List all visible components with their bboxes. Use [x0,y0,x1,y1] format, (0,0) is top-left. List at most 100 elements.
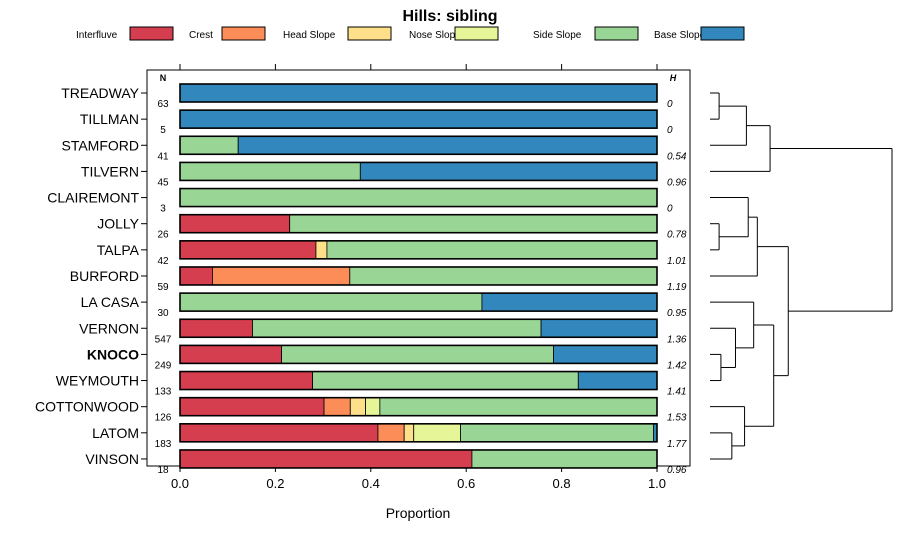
category-label-jolly: JOLLY [97,216,139,232]
n-value: 547 [155,334,172,345]
category-label-talpa: TALPA [97,242,140,258]
bar-outline [179,161,658,182]
bar-outline [179,449,658,469]
bar-segment-nose-slope [413,423,461,443]
legend-swatch-interfluve [129,26,174,41]
legend-label-crest: Crest [189,30,213,41]
bar-segment-side-slope [379,397,658,417]
n-value: 249 [155,360,172,371]
n-value: 41 [157,151,169,162]
legend-label-side-slope: Side Slope [533,30,582,41]
bar-segment-side-slope [252,318,542,338]
bar-segment-side-slope [289,214,658,234]
bar-segment-side-slope [460,423,655,443]
bar-segment-side-slope [349,266,658,286]
bar-segment-head-slope [403,423,415,443]
h-value: 1.36 [667,334,687,345]
n-value: 133 [155,387,172,398]
bar-outline [179,213,658,234]
n-value: 126 [155,413,172,424]
bar-segment-side-slope [179,162,361,181]
legend-swatch-side-slope [594,26,639,41]
legend-swatch-crest [221,26,266,41]
bar-segment-base-slope [179,109,658,129]
bar-segment-side-slope [179,188,658,207]
bar-segment-head-slope [349,397,366,417]
x-axis-label: Proportion [386,505,451,521]
x-tick-label: 0.0 [171,476,189,491]
category-label-tilvern: TILVERN [81,163,139,179]
bar-outline [179,423,658,443]
n-value: 30 [157,308,169,319]
bar-segment-interfluve [179,397,325,417]
bar-segment-base-slope [481,292,658,312]
category-label-latom: LATOM [92,425,139,441]
n-value: 3 [160,204,166,215]
bar-segment-base-slope [577,371,658,390]
bar-segment-interfluve [179,214,291,234]
bar-outline [179,109,658,129]
x-tick-label: 0.2 [266,476,284,491]
n-value: 63 [157,99,169,110]
bar-segment-interfluve [179,266,213,286]
bar-segment-interfluve [179,240,317,260]
legend-swatch-nose-slope [454,26,499,41]
category-label-clairemont: CLAIREMONT [47,190,139,206]
bar-segment-side-slope [312,371,579,390]
h-value: 0 [667,125,673,136]
bar-segment-head-slope [315,240,328,260]
h-value: 0.95 [667,308,687,319]
category-label-weymouth: WEYMOUTH [56,373,139,389]
bar-segment-crest [323,397,351,417]
n-value: 42 [157,256,169,267]
bar-segment-crest [377,423,405,443]
legend-swatch-head-slope [347,26,392,41]
chart-title: Hills: sibling [402,8,497,25]
category-label-treadway: TREADWAY [61,85,139,101]
bar-outline [179,396,658,417]
bar-segment-base-slope [179,83,658,103]
bar-outline [179,266,658,286]
n-value: 59 [157,282,169,293]
x-tick-label: 0.4 [362,476,380,491]
n-value: 18 [157,465,169,476]
category-label-vernon: VERNON [79,320,139,336]
h-value: 0 [667,99,673,110]
bar-segment-side-slope [471,449,658,469]
bar-segment-base-slope [359,162,658,181]
legend-label-interfluve: Interfluve [76,30,118,41]
category-label-la-casa: LA CASA [81,294,140,310]
h-header: H [670,73,677,83]
bar-outline [179,83,658,103]
h-value: 1.01 [667,256,686,267]
bar-segment-side-slope [281,344,554,364]
category-label-knoco: KNOCO [87,346,139,362]
bar-segment-interfluve [179,371,314,390]
bar-segment-base-slope [237,135,658,155]
h-value: 1.53 [667,413,687,424]
h-value: 0.54 [667,151,687,162]
category-label-stamford: STAMFORD [61,137,139,153]
h-value: 0.78 [667,230,687,241]
bar-segment-nose-slope [365,397,381,417]
bar-segment-crest [212,266,351,286]
h-value: 1.41 [667,387,686,398]
h-value: 0 [667,204,673,215]
h-value: 1.42 [667,360,687,371]
legend: Interfluve Crest Head Slope Nose Slope Side … [76,26,745,41]
n-value: 26 [157,230,169,241]
dendrogram [710,92,893,460]
plot-panel: 0.0 0.2 0.4 0.6 0.8 1.0 N H TREADWAY 63 0 TILLMAN 5 0… [35,64,691,491]
category-label-cottonwood: COTTONWOOD [35,399,139,415]
category-label-burford: BURFORD [70,268,139,284]
x-tick-label: 0.8 [553,476,571,491]
legend-label-nose-slope: Nose Slope [409,30,461,41]
bar-segment-interfluve [179,318,253,338]
bar-segment-interfluve [179,344,283,364]
bar-outline [179,135,658,156]
n-value: 45 [157,177,169,188]
bar-outline [179,344,658,365]
bar-outline [179,370,658,391]
bar-segment-side-slope [179,135,239,155]
